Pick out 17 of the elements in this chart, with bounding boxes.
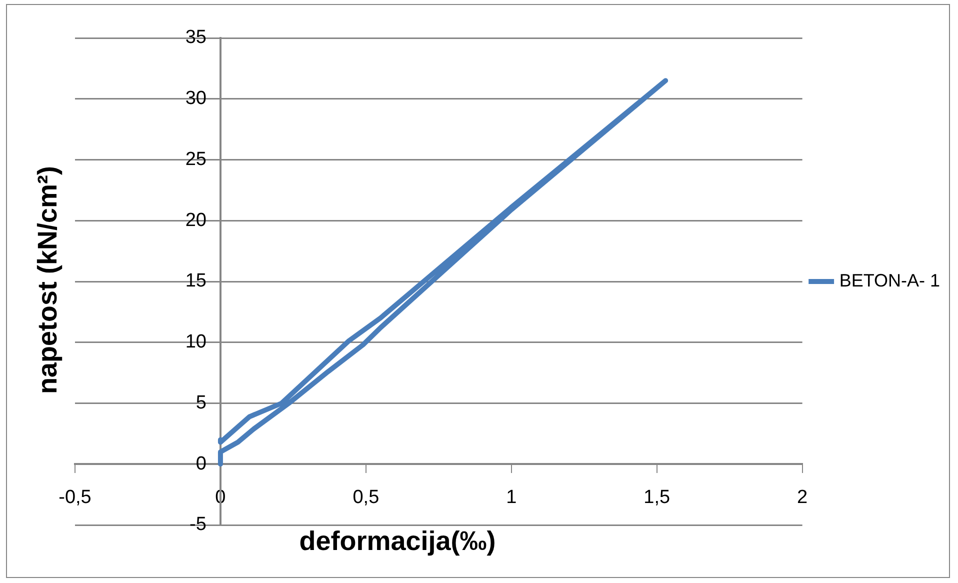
y-axis-title: napetost (kN/cm²) <box>32 166 64 394</box>
y-tick-label: 10 <box>185 332 206 353</box>
x-tick-label: -0,5 <box>58 486 92 508</box>
x-tick-label: 2 <box>797 486 808 508</box>
x-axis-title: deformacija(‰) <box>299 526 496 556</box>
x-tick-label: 0,5 <box>352 486 380 508</box>
y-tick-label: 35 <box>185 27 206 48</box>
x-tick-label: 1,5 <box>644 486 670 508</box>
y-tick-label: 30 <box>185 88 206 110</box>
y-tick-label: -5 <box>190 514 206 536</box>
x-tick-label: 1 <box>506 486 517 508</box>
y-tick-label: 15 <box>185 270 206 292</box>
legend-label: BETON-A- 1 <box>839 270 940 290</box>
y-tick-label: 0 <box>196 453 206 474</box>
y-tick-label: 5 <box>196 392 206 414</box>
y-tick-label: 25 <box>185 148 206 170</box>
y-tick-label: 20 <box>185 210 206 231</box>
